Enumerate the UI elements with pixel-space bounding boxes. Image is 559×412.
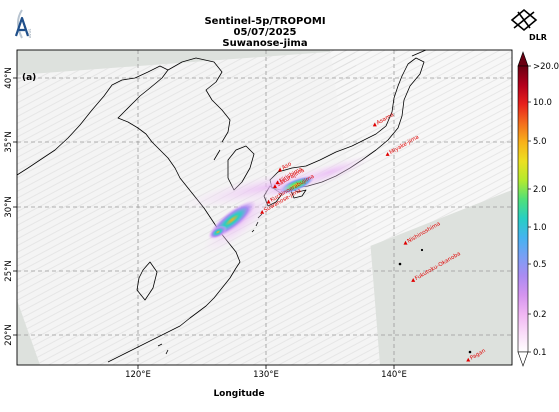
volcano-icon	[385, 152, 390, 156]
colorbar-tick-label: 0.1	[533, 348, 547, 358]
x-tick-label: 140°E	[381, 370, 407, 380]
title-line2: 05/07/2025	[234, 27, 297, 38]
y-tick-label: 20°N	[4, 324, 14, 345]
map-area: AsamaMiyake-jimaAsoKirishimaSakurajimaKu…	[17, 50, 512, 365]
volcano-icon	[372, 122, 377, 127]
colorbar-tick-label: 10.0	[533, 98, 552, 108]
volcano-icon	[411, 278, 416, 282]
colorbar-tick-label: >20.0	[533, 62, 559, 72]
x-ticks: 120°E 130°E 140°E	[125, 365, 407, 380]
y-tick-label: 35°N	[4, 131, 14, 152]
y-tick-label: 25°N	[4, 260, 14, 281]
panel-label: (a)	[22, 73, 36, 83]
colorbar-min-extend	[517, 351, 529, 367]
volcano-icon	[260, 209, 265, 214]
dlr-logo: DLR	[510, 8, 547, 42]
y-ticks: 40°N 35°N 30°N 25°N 20°N	[4, 67, 17, 346]
title-line3: Suwanose-jima	[222, 38, 307, 49]
volcano-icon	[272, 184, 277, 189]
colorbar-tick-label: 5.0	[533, 137, 547, 147]
colorbar-tick-label: 1.0	[533, 223, 547, 233]
volcano-icon	[466, 357, 471, 362]
volcano-icon	[278, 167, 283, 172]
x-axis-label: Longitude	[213, 389, 264, 399]
svg-text:DLR: DLR	[529, 33, 547, 42]
volcano-icon	[266, 199, 271, 204]
map-frame	[16, 49, 513, 366]
avus-logo: AVUS	[14, 9, 32, 39]
y-tick-label: 30°N	[4, 196, 14, 217]
volcano-marker: Aso	[278, 161, 293, 172]
svg-text:AVUS: AVUS	[28, 28, 32, 38]
volcano-label: Aso	[281, 161, 293, 172]
colorbar-tick-label: 2.0	[533, 185, 547, 195]
volcano-icon	[403, 240, 408, 245]
volcano-icon	[275, 180, 280, 185]
colorbar-bar	[517, 65, 529, 353]
title-line1: Sentinel-5p/TROPOMI	[204, 16, 325, 27]
x-tick-label: 130°E	[253, 370, 279, 380]
y-tick-label: 40°N	[4, 67, 14, 88]
so2-plume	[179, 154, 373, 255]
x-tick-label: 120°E	[125, 370, 151, 380]
colorbar-tick-label: 0.2	[533, 310, 547, 320]
colorbar-tick-label: 0.5	[533, 260, 547, 270]
colorbar: >20.0 10.0 5.0 2.0 1.0 0.5 0.2 0.1	[517, 51, 559, 367]
colorbar-max-extend	[517, 51, 529, 67]
